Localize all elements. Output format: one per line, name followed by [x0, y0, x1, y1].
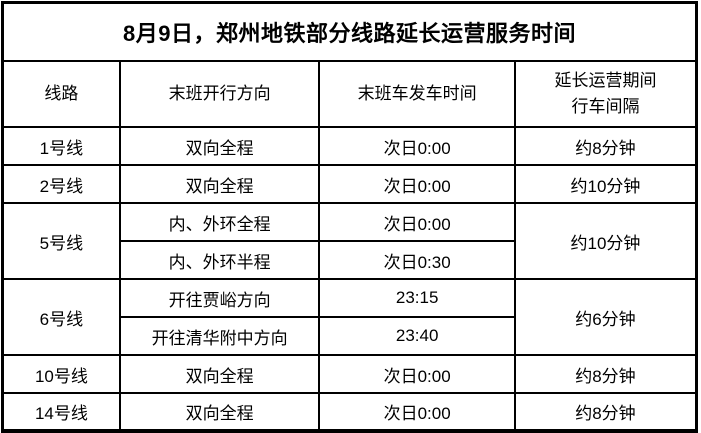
table-row-line5a: 5号线 内、外环全程 次日0:00 约10分钟: [1, 202, 698, 280]
interval-cell: 约6分钟: [513, 278, 698, 356]
interval-cell: 约10分钟: [513, 164, 698, 204]
departure-cell: 次日0:00: [318, 354, 516, 394]
table-row-line6a: 6号线 开往贾峪方向 23:15 约6分钟: [1, 278, 698, 356]
direction-cell: 开往清华附中方向: [118, 316, 321, 356]
table-row-line2: 2号线 双向全程 次日0:00 约10分钟: [1, 164, 698, 204]
interval-cell: 约8分钟: [513, 354, 698, 394]
table-title-row: 8月9日，郑州地铁部分线路延长运营服务时间: [1, 1, 698, 62]
table-row-line10: 10号线 双向全程 次日0:00 约8分钟: [1, 354, 698, 394]
direction-cell: 内、外环半程: [118, 240, 321, 280]
column-header-departure: 末班车发车时间: [318, 60, 516, 128]
line-cell: 2号线: [1, 164, 121, 204]
table-header-row: 线路 末班开行方向 末班车发车时间 延长运营期间 行车间隔: [1, 60, 698, 128]
departure-cell: 23:40: [318, 316, 516, 356]
departure-cell: 次日0:00: [318, 164, 516, 204]
line-cell: 5号线: [1, 202, 121, 280]
table-row-line14: 14号线 双向全程 次日0:00 约8分钟: [1, 392, 698, 433]
interval-cell: 约8分钟: [513, 126, 698, 166]
line-cell: 10号线: [1, 354, 121, 394]
column-header-direction: 末班开行方向: [118, 60, 321, 128]
interval-cell: 约8分钟: [513, 392, 698, 433]
direction-cell: 双向全程: [118, 164, 321, 204]
line-cell: 14号线: [1, 392, 121, 433]
table-row-line6b: 开往清华附中方向 23:40: [3, 316, 697, 356]
line-cell: 1号线: [1, 126, 121, 166]
departure-cell: 次日0:00: [318, 126, 516, 166]
departure-cell: 次日0:00: [318, 392, 516, 433]
direction-cell: 双向全程: [118, 354, 321, 394]
line-cell: 6号线: [1, 278, 121, 356]
column-header-interval-line2: 行车间隔: [571, 97, 640, 116]
column-header-line: 线路: [1, 60, 121, 128]
departure-cell: 次日0:30: [318, 240, 516, 280]
table-row-line1: 1号线 双向全程 次日0:00 约8分钟: [1, 126, 698, 166]
direction-cell: 内、外环全程: [118, 202, 321, 242]
column-header-interval-line1: 延长运营期间: [554, 70, 657, 90]
interval-cell: 约10分钟: [513, 202, 698, 280]
departure-cell: 23:15: [318, 278, 516, 318]
direction-cell: 双向全程: [118, 392, 321, 433]
column-header-interval: 延长运营期间 行车间隔: [513, 60, 698, 128]
direction-cell: 双向全程: [118, 126, 321, 166]
table-row-line5b: 内、外环半程 次日0:30: [3, 240, 697, 280]
direction-cell: 开往贾峪方向: [118, 278, 321, 318]
departure-cell: 次日0:00: [318, 202, 516, 242]
page-title: 8月9日，郑州地铁部分线路延长运营服务时间: [1, 1, 698, 62]
